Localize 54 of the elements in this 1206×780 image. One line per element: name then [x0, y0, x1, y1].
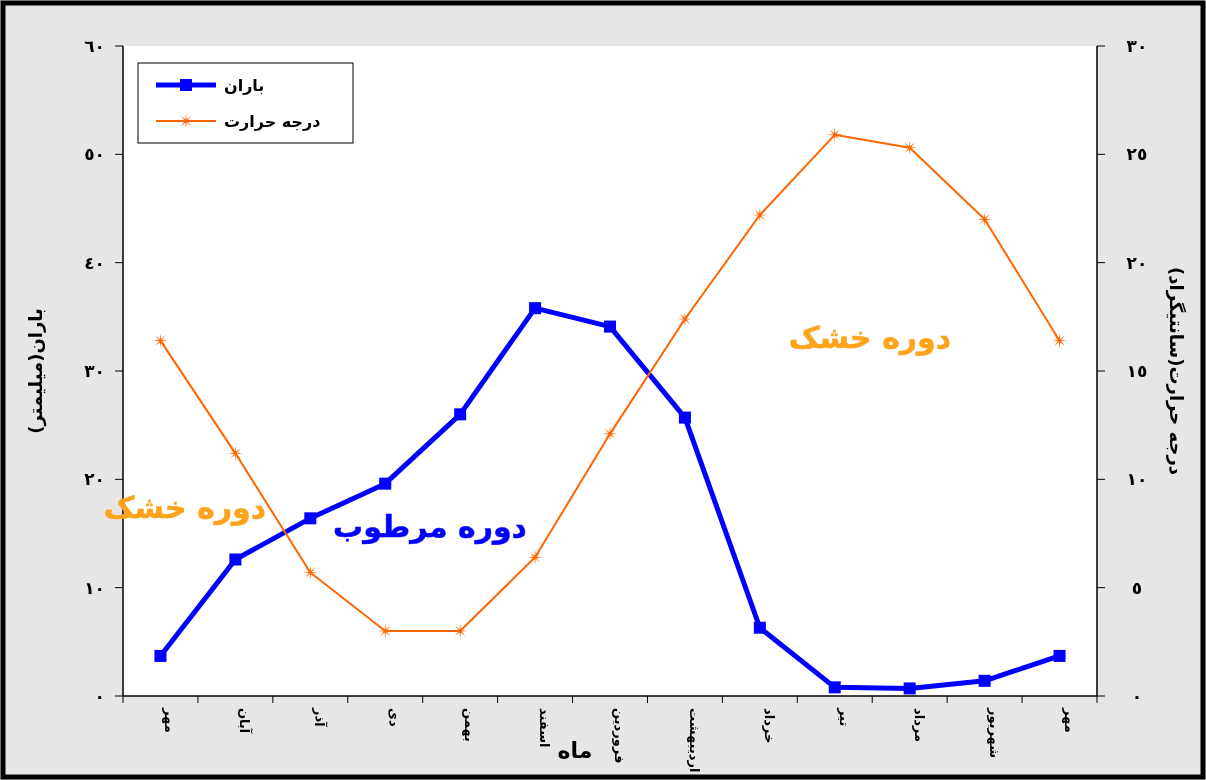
point [1053, 649, 1066, 662]
point [304, 512, 317, 525]
x-tick-label: آبان [237, 708, 254, 734]
point [152, 333, 168, 349]
x-tick-label: اسفند [537, 708, 553, 748]
point [1052, 333, 1068, 349]
y2-tick-label: ٣٠ [1126, 36, 1148, 56]
point [827, 127, 843, 143]
point [903, 682, 916, 695]
legend-label: درجه حرارت [224, 112, 321, 131]
x-tick-label: دی [387, 708, 403, 727]
point [302, 565, 318, 580]
point [604, 320, 616, 333]
annotation: دوره مرطوب [333, 509, 527, 545]
point [154, 649, 167, 662]
x-tick-label: اردیبهشت [686, 708, 702, 773]
annotation: دوره خشک [788, 320, 952, 356]
x-tick-label: بهمن [462, 708, 478, 742]
y-tick-label: ٠ [94, 686, 105, 706]
x-tick-label: مرداد [911, 708, 927, 742]
y2-tick-label: ١٥ [1126, 361, 1148, 381]
x-tick-label: مهر [162, 707, 178, 733]
y-tick-label: ٦٠ [84, 36, 105, 56]
y-tick-label: ٣٠ [84, 361, 105, 381]
point [229, 553, 242, 566]
point [753, 621, 766, 634]
y2-tick-label: ٠ [1131, 686, 1143, 706]
point [678, 411, 691, 424]
y2-tick-label: ١٠ [1126, 469, 1148, 490]
y2-tick-label: ٢٠ [1126, 252, 1148, 273]
y2-axis-title: درجه حرارت(سانتیگراد) [1165, 267, 1187, 475]
y2-tick-label: ٥ [1131, 577, 1143, 598]
y-tick-label: ١٠ [84, 577, 105, 598]
y2-tick-label: ٢٥ [1126, 144, 1148, 165]
point [227, 445, 243, 461]
x-axis-title: ماه [557, 738, 593, 763]
point [454, 408, 467, 421]
x-tick-label: خرداد [761, 708, 777, 744]
x-tick-label: فروردین [612, 708, 627, 764]
y-tick-label: ٥٠ [84, 144, 105, 165]
x-tick-label: تیر [836, 707, 852, 727]
y-tick-label: ٢٠ [84, 469, 105, 490]
x-tick-label: مهر [1061, 707, 1077, 733]
point [978, 674, 991, 687]
x-tick-label: آذر [312, 707, 329, 728]
y-axis-title: باران(میلیمتر) [25, 308, 47, 434]
point [379, 477, 392, 490]
point [977, 211, 993, 227]
point [529, 302, 542, 315]
x-tick-label: شهریور [986, 707, 1002, 758]
y-tick-label: ٤٠ [84, 252, 105, 273]
legend-label: باران [224, 76, 265, 95]
point [828, 681, 841, 694]
point [677, 311, 693, 327]
